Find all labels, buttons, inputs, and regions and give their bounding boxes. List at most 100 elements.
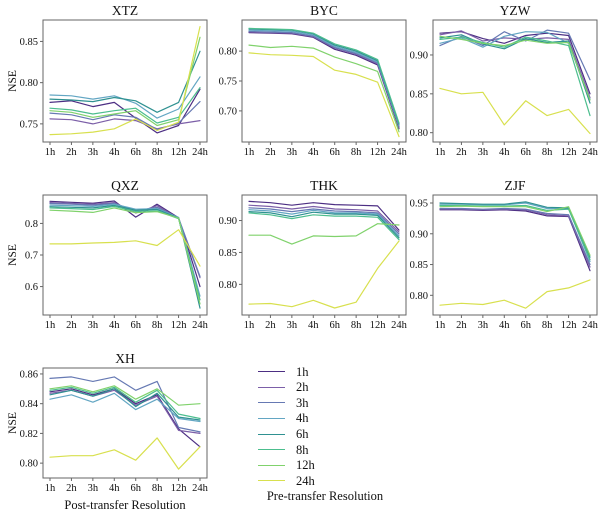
series-line-8h [49,386,201,420]
chart-title: BYC [310,4,338,18]
series-line-12h [49,36,201,127]
legend-line-swatch [258,449,285,451]
x-tick-label: 12h [370,320,387,331]
x-tick-label: 12h [561,320,578,331]
series-line-8h [248,27,400,124]
y-tick-label: 0.90 [219,216,237,227]
series-line-4h [439,202,591,263]
x-tick-label: 1h [244,147,255,158]
y-tick-label: 0.80 [410,128,428,139]
y-tick-label: 0.85 [410,260,428,271]
x-tick-label: 1h [45,147,56,158]
series-line-4h [49,392,201,423]
x-tick-label: 24h [391,147,408,158]
x-tick-label: 4h [109,147,120,158]
chart-zjf: ZJF 0.80 0.85 0.90 0.95 1h 2h 3h 4h 6h 8h 12h 24h [397,179,599,331]
series-line-2h [248,204,400,233]
x-tick-label: 2h [66,483,77,494]
legend-entry-12h: 12h [252,458,315,474]
chart-xh: XH 0.80 0.82 0.84 0.86 1h 2h 3h 4h 6h 8h 12h 24h Post… [7,352,209,512]
x-tick-label: 6h [130,147,141,158]
x-tick-label: 4h [109,483,120,494]
x-tick-label: 24h [582,147,599,158]
legend-entry-6h: 6h [252,426,315,442]
series-line-6h [248,210,400,239]
x-tick-label: 6h [130,483,141,494]
x-tick-label: 12h [370,147,387,158]
xtz-plot: XTZ 0.75 0.80 0.85 1h 2h 3h 4h 6h 8h 12h 24h NSE [7,4,209,158]
legend: 1h 2h 3h 4h 6h 8h 12h 24h [252,364,315,489]
x-tick-label: 24h [582,320,599,331]
x-tick-label: 8h [152,320,163,331]
x-tick-label: 2h [456,320,467,331]
plot-frame [42,19,208,143]
series-line-12h [439,205,591,256]
y-axis-label: NSE [7,412,19,434]
series-line-12h [248,44,400,133]
series-line-12h [49,385,201,406]
x-tick-label: 24h [192,483,209,494]
series-line-24h [248,240,400,309]
series-line-1h [248,200,400,231]
legend-label: 24h [296,473,315,488]
y-tick-label: 0.90 [410,229,428,240]
series-line-4h [248,29,400,126]
x-tick-label: 2h [456,147,467,158]
y-tick-label: 0.86 [20,369,38,380]
legend-label: 3h [296,395,309,410]
legend-label: 12h [296,458,315,473]
series-line-8h [439,204,591,261]
x-tick-label: 2h [66,147,77,158]
legend-entry-1h: 1h [252,364,315,380]
x-tick-label: 3h [478,320,489,331]
series-line-6h [49,388,201,421]
plot-frame [432,194,598,316]
series-line-6h [49,50,201,113]
chart-title: THK [310,179,338,193]
chart-title: QXZ [111,179,139,193]
y-tick-label: 0.8 [25,219,38,230]
legend-label: 8h [296,442,309,457]
y-tick-label: 0.85 [20,37,38,48]
x-tick-label: 6h [130,320,141,331]
legend-line-swatch [258,402,285,404]
chart-byc: BYC 0.70 0.75 0.80 1h 2h 3h 4h 6h 8h 12h 24h [206,4,408,158]
plot-frame [42,194,208,316]
x-tick-label: 3h [287,147,298,158]
series-line-6h [49,204,201,309]
legend-entry-2h: 2h [252,380,315,396]
y-tick-label: 0.84 [20,399,39,410]
series-line-24h [49,437,201,470]
plot-frame [241,194,407,316]
legend-label: 2h [296,380,309,395]
legend-line-swatch [258,464,285,466]
y-tick-label: 0.7 [25,251,38,262]
x-tick-label: 1h [435,320,446,331]
series-line-3h [439,207,591,266]
y-tick-label: 0.6 [25,282,38,293]
legend-line-swatch [258,480,285,482]
x-tick-label: 1h [45,320,56,331]
x-tick-label: 1h [244,320,255,331]
series-line-24h [49,26,201,136]
series-line-1h [49,88,201,134]
qxz-plot: QXZ 0.6 0.7 0.8 1h 2h 3h 4h 6h 8h 12h 24h NSE [7,179,209,331]
plot-frame [42,367,208,479]
x-axis-label: Post-transfer Resolution [64,498,186,512]
x-tick-label: 4h [499,147,510,158]
x-tick-label: 3h [88,483,99,494]
x-tick-label: 12h [561,147,578,158]
x-tick-label: 1h [45,483,56,494]
legend-label: 4h [296,411,309,426]
series-line-2h [439,208,591,268]
series-line-12h [49,207,201,305]
x-tick-label: 12h [171,147,188,158]
xh-plot: XH 0.80 0.82 0.84 0.86 1h 2h 3h 4h 6h 8h 12h 24h Post… [7,352,209,512]
series-line-2h [49,202,201,279]
chart-xtz: XTZ 0.75 0.80 0.85 1h 2h 3h 4h 6h 8h 12h 24h NSE [7,4,209,158]
x-tick-label: 8h [152,483,163,494]
series-line-1h [439,209,591,272]
chart-qxz: QXZ 0.6 0.7 0.8 1h 2h 3h 4h 6h 8h 12h 24h NSE [7,179,209,331]
y-tick-label: 0.80 [20,78,38,89]
x-tick-label: 2h [265,320,276,331]
